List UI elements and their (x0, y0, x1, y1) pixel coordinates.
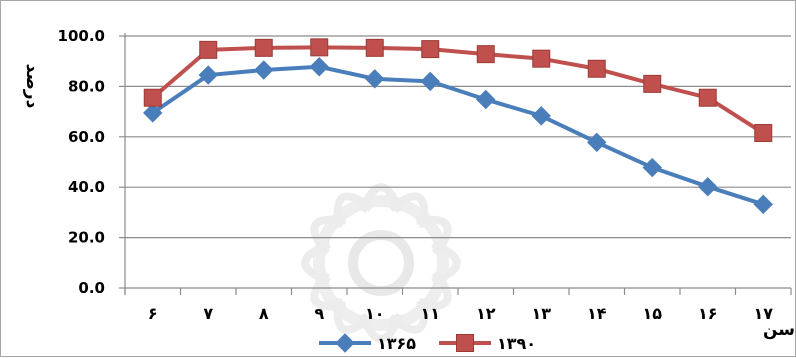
data-point-square (199, 40, 218, 59)
data-point-square (587, 59, 606, 78)
x-tick-label: ۱۳ (531, 304, 551, 323)
legend: ۱۳۶۵ ۱۳۹۰ (319, 333, 536, 353)
data-point-square (698, 88, 717, 107)
data-point-square (310, 38, 329, 57)
x-tick-labels: ۶ ۷ ۸ ۹ ۱۰ ۱۱ ۱۲ ۱۳ ۱۴ ۱۵ ۱۶ ۱۷ (148, 304, 773, 323)
data-point-square (754, 124, 773, 143)
data-point-square (421, 40, 440, 59)
y-tick-label: 60.0 (68, 128, 105, 146)
data-point-diamond (698, 176, 718, 197)
legend-label: ۱۳۹۰ (497, 334, 536, 353)
y-tick-label: 0.0 (78, 279, 105, 297)
x-tick-label: ۱۴ (587, 304, 607, 323)
x-tick-label: ۱۰ (365, 304, 385, 323)
data-point-diamond (365, 69, 385, 89)
x-tick-label: ۶ (148, 304, 158, 323)
watermark-petal (415, 215, 452, 256)
x-tick-label: ۸ (259, 304, 269, 323)
y-axis-label: درصد (22, 64, 42, 109)
x-axis-label: سن (763, 320, 795, 340)
y-tick-label: 40.0 (68, 178, 105, 196)
legend-label: ۱۳۶۵ (377, 334, 416, 353)
x-tick-label: ۱۵ (642, 304, 662, 323)
data-point-square (643, 74, 662, 93)
data-point-diamond (198, 65, 218, 85)
data-point-square (476, 45, 495, 64)
data-point-square (532, 49, 551, 68)
y-tick-label: 80.0 (68, 77, 105, 95)
data-point-diamond (254, 60, 274, 80)
series-group (143, 38, 773, 215)
data-point-diamond (531, 106, 551, 126)
x-tick-label: ۷ (203, 304, 213, 323)
x-tick-label: ۱۶ (698, 304, 718, 323)
x-tick-label: ۱۱ (420, 304, 440, 323)
data-point-diamond (753, 194, 773, 215)
data-point-square (254, 38, 273, 57)
data-point-diamond (642, 157, 662, 178)
y-tick-label: 100.0 (58, 27, 105, 45)
series-line (151, 45, 765, 135)
y-tick-labels: 0.0 20.0 40.0 60.0 80.0 100.0 (58, 27, 105, 297)
x-tick-label: ۹ (314, 304, 324, 323)
data-point-diamond (143, 103, 163, 123)
series-line (151, 64, 764, 207)
x-tick-label: ۱۲ (476, 304, 496, 323)
y-tick-label: 20.0 (68, 229, 105, 247)
data-point-square (143, 88, 162, 107)
data-point-diamond (587, 132, 607, 153)
watermark-ring-inner (348, 230, 414, 296)
data-point-diamond (476, 89, 496, 110)
data-point-square (456, 334, 474, 352)
watermark-ring-mid (313, 195, 449, 331)
data-point-diamond (420, 71, 440, 92)
axes (119, 33, 792, 295)
gridlines (125, 35, 791, 239)
data-point-diamond (335, 333, 355, 353)
data-point-diamond (309, 57, 329, 77)
x-tick-label: ۱۷ (753, 304, 773, 323)
data-point-square (365, 38, 384, 57)
watermark-logo (301, 183, 461, 343)
